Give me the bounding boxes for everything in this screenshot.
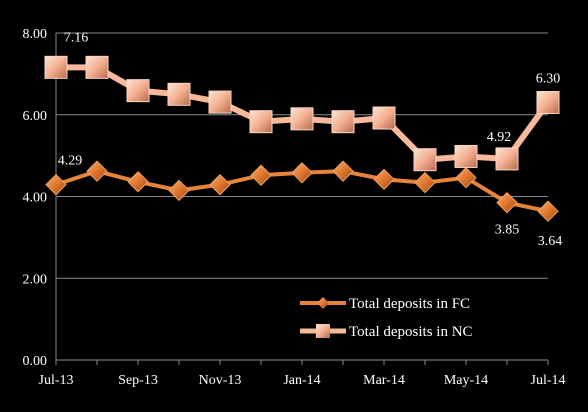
x-tick-label-8: Mar-14 <box>363 373 405 388</box>
fc-point-2 <box>127 171 149 193</box>
fc-point-1 <box>86 160 108 182</box>
nc-point-8 <box>372 106 396 130</box>
nc-point-4 <box>208 90 232 114</box>
x-tick-label-2: Sep-13 <box>118 373 158 388</box>
fc-point-9 <box>414 171 436 194</box>
nc-point-6 <box>290 107 314 131</box>
nc-point-9 <box>413 148 437 172</box>
fc-point-6 <box>291 162 313 184</box>
legend-entry-fc: Total deposits in FC <box>300 296 470 312</box>
legend-entry-nc: Total deposits in NC <box>300 324 473 340</box>
y-tick-label-1: 2.00 <box>23 272 48 287</box>
y-tick-label-4: 8.00 <box>23 27 48 42</box>
nc-point-0 <box>44 55 68 79</box>
legend-label-fc: Total deposits in FC <box>349 296 470 312</box>
nc-point-1 <box>85 55 109 79</box>
legend-marker-nc <box>316 324 330 338</box>
fc-point-11 <box>496 191 518 214</box>
nc-point-2 <box>126 79 150 103</box>
data-labels: 4.29 3.85 3.64 7.16 4.92 6.30 <box>58 30 563 249</box>
nc-point-5 <box>249 110 273 134</box>
y-tick-label-2: 4.00 <box>23 191 48 206</box>
data-label-1-11: 4.92 <box>487 130 512 145</box>
legend-marker-fc <box>317 297 329 309</box>
nc-point-10 <box>454 144 478 168</box>
y-tick-label-0: 0.00 <box>23 354 48 369</box>
legend-label-nc: Total deposits in NC <box>349 324 473 340</box>
fc-point-5 <box>250 164 272 186</box>
data-label-1-0: 7.16 <box>64 30 89 45</box>
fc-point-7 <box>332 160 354 182</box>
axes: 0.00 2.00 4.00 6.00 8.00 Jul-13 Sep-13 Nov-13 Ja… <box>23 27 566 388</box>
fc-point-0 <box>45 173 67 196</box>
nc-point-3 <box>167 82 191 106</box>
data-label-0-11: 3.85 <box>495 223 520 238</box>
series <box>44 55 560 222</box>
x-tick-label-6: Jan-14 <box>283 373 320 388</box>
fc-point-3 <box>168 179 190 202</box>
nc-point-11 <box>495 147 519 171</box>
x-tick-label-10: May-14 <box>444 373 488 388</box>
data-label-0-0: 4.29 <box>58 154 83 169</box>
nc-point-7 <box>331 110 355 134</box>
nc-point-12 <box>536 90 560 114</box>
fc-point-8 <box>373 168 395 191</box>
x-tick-label-4: Nov-13 <box>199 373 242 388</box>
data-label-1-12: 6.30 <box>536 71 561 86</box>
fc-point-4 <box>209 173 231 196</box>
x-tick-label-0: Jul-13 <box>39 373 74 388</box>
x-tick-label-12: Jul-14 <box>531 373 566 388</box>
fc-point-10 <box>455 166 477 189</box>
data-label-0-12: 3.64 <box>538 234 563 249</box>
y-tick-label-3: 6.00 <box>23 109 48 124</box>
fc-point-12 <box>537 200 559 222</box>
legend: Total deposits in FC Total deposits in N… <box>300 296 473 340</box>
